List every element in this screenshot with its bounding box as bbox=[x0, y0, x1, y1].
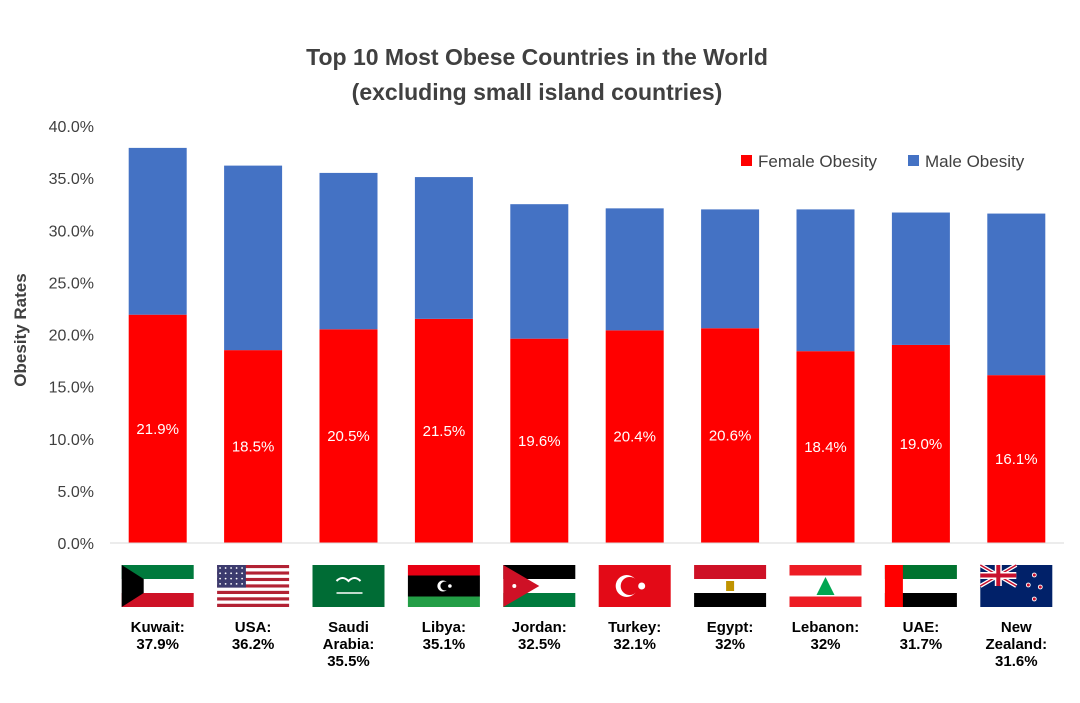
female-value-label: 21.9% bbox=[136, 421, 179, 438]
bar-female bbox=[319, 329, 378, 543]
egypt-flag bbox=[694, 565, 767, 607]
bar-male bbox=[224, 165, 283, 351]
lebanon-flag bbox=[789, 565, 862, 607]
female-value-label: 19.0% bbox=[900, 436, 943, 453]
bar-male bbox=[128, 147, 187, 315]
country-label-line: 31.6% bbox=[995, 653, 1038, 670]
female-value-label: 20.5% bbox=[327, 428, 370, 445]
bar-male bbox=[701, 209, 760, 329]
country-label-line: UAE: bbox=[903, 619, 940, 636]
y-axis-label: Obesity Rates bbox=[11, 273, 30, 386]
chart-title-line-1: Top 10 Most Obese Countries in the World bbox=[306, 44, 768, 70]
legend-swatch-female bbox=[741, 155, 752, 166]
bar-male bbox=[891, 212, 950, 345]
country-label-line: Turkey: bbox=[608, 619, 661, 636]
country-label-line: 32.5% bbox=[518, 636, 561, 653]
bar-female bbox=[987, 375, 1046, 543]
saudi-arabia-flag bbox=[312, 565, 385, 607]
bar-female bbox=[796, 351, 855, 543]
country-label-line: 35.5% bbox=[327, 653, 370, 670]
legend-swatch-male bbox=[908, 155, 919, 166]
bar-female bbox=[605, 330, 664, 543]
legend-label-female: Female Obesity bbox=[758, 152, 878, 171]
legend-label-male: Male Obesity bbox=[925, 152, 1025, 171]
country-label-line: Kuwait: bbox=[131, 619, 185, 636]
female-value-label: 20.6% bbox=[709, 428, 752, 445]
country-label-line: 32.1% bbox=[613, 636, 656, 653]
country-label-line: Jordan: bbox=[512, 619, 567, 636]
usa-flag bbox=[217, 565, 290, 607]
female-value-label: 16.1% bbox=[995, 451, 1038, 468]
country-label-line: USA: bbox=[235, 619, 272, 636]
female-value-label: 20.4% bbox=[613, 429, 656, 446]
y-tick-label: 35.0% bbox=[49, 171, 94, 188]
kuwait-flag bbox=[121, 565, 194, 607]
y-tick-label: 20.0% bbox=[49, 328, 94, 345]
chart-title-line-2: (excluding small island countries) bbox=[352, 79, 723, 105]
bar-male bbox=[605, 208, 664, 331]
y-tick-label: 30.0% bbox=[49, 223, 94, 240]
country-label-line: 36.2% bbox=[232, 636, 275, 653]
bar-male bbox=[987, 213, 1046, 376]
country-label-line: New bbox=[1001, 619, 1032, 636]
female-value-label: 18.4% bbox=[804, 439, 847, 456]
libya-flag bbox=[407, 565, 480, 607]
bar-male bbox=[796, 209, 855, 352]
country-label-line: 35.1% bbox=[423, 636, 466, 653]
country-label-line: Arabia: bbox=[323, 636, 375, 653]
country-label-line: Egypt: bbox=[707, 619, 754, 636]
bar-male bbox=[319, 172, 378, 330]
uae-flag bbox=[884, 565, 957, 607]
y-axis-ticks: 0.0% 5.0% 10.0% 15.0% 20.0% 25.0% 30.0% 35.0% 40… bbox=[49, 119, 94, 553]
jordan-flag bbox=[503, 565, 576, 607]
y-tick-label: 25.0% bbox=[49, 275, 94, 292]
country-label-line: Libya: bbox=[422, 619, 466, 636]
bar-female bbox=[128, 314, 187, 543]
country-label-line: Saudi bbox=[328, 619, 369, 636]
bar-male bbox=[510, 204, 569, 339]
y-tick-label: 40.0% bbox=[49, 119, 94, 136]
country-label-line: 31.7% bbox=[900, 636, 943, 653]
bar-female bbox=[224, 350, 283, 543]
bar-female bbox=[701, 328, 760, 543]
turkey-flag bbox=[598, 565, 671, 607]
female-value-label: 21.5% bbox=[423, 423, 466, 440]
y-tick-label: 15.0% bbox=[49, 380, 94, 397]
country-flags bbox=[121, 563, 1053, 607]
new-zealand-flag bbox=[979, 563, 1053, 607]
bars: 21.9% 18.5% 20.5% 21.5% 19.6% 20.4% 20.6% 18.4%… bbox=[128, 147, 1046, 543]
country-label-line: 32% bbox=[715, 636, 745, 653]
y-tick-label: 5.0% bbox=[58, 484, 94, 501]
female-value-label: 18.5% bbox=[232, 439, 275, 456]
bar-female bbox=[510, 338, 569, 543]
country-label-line: 32% bbox=[810, 636, 840, 653]
country-label-line: 37.9% bbox=[136, 636, 179, 653]
bar-female bbox=[414, 318, 473, 543]
female-value-label: 19.6% bbox=[518, 433, 561, 450]
y-tick-label: 0.0% bbox=[58, 536, 94, 553]
y-tick-label: 10.0% bbox=[49, 432, 94, 449]
country-label-line: Lebanon: bbox=[792, 619, 860, 636]
bar-female bbox=[891, 344, 950, 543]
country-label-line: Zealand: bbox=[985, 636, 1047, 653]
legend: Female Obesity Male Obesity bbox=[741, 152, 1025, 171]
bar-male bbox=[414, 177, 473, 319]
